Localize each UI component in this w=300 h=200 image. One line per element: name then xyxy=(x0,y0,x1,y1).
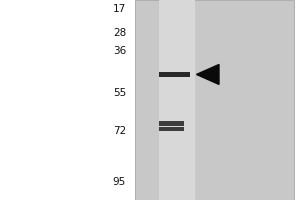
Text: 28: 28 xyxy=(113,28,126,38)
Text: 17: 17 xyxy=(113,4,126,14)
Bar xyxy=(159,127,184,131)
Text: 55: 55 xyxy=(113,88,126,98)
Text: 72: 72 xyxy=(113,126,126,136)
Bar xyxy=(135,0,294,200)
Bar xyxy=(159,0,195,200)
Text: 95: 95 xyxy=(113,177,126,187)
Bar xyxy=(159,121,184,126)
Text: 36: 36 xyxy=(113,46,126,56)
Polygon shape xyxy=(196,64,219,84)
Bar xyxy=(159,72,190,77)
